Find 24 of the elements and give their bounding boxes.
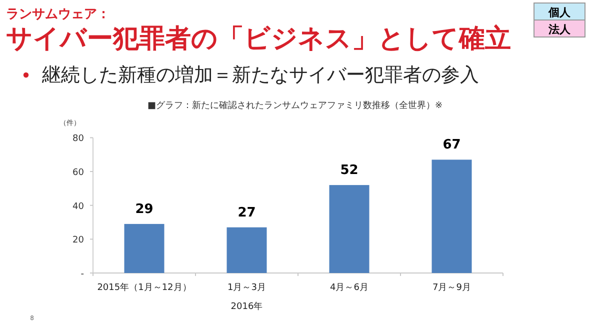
text: 2016年 [230,301,263,312]
y-tick-label: 40 [72,202,84,212]
y-tick-label: 80 [72,134,84,144]
x-tick-label: 2015年（1月～12月） [97,282,192,293]
y-tick-label: 60 [72,168,84,178]
text: ■グラフ：新たに確認されたランサムウェアファミリ数推移（全世界）※ [147,100,443,111]
data-label: 52 [340,163,358,178]
data-label: 29 [135,202,154,217]
x-tick-label: 1月～3月 [228,283,266,293]
text: ランサムウェア： [6,7,110,22]
x-tick-label: 7月～9月 [432,283,471,293]
data-label: 67 [442,138,461,153]
text: 法人 [548,23,572,36]
chart-title: サイバー犯罪者の「ビジネス」として確立 [6,24,511,54]
bar [432,160,472,273]
bar [329,185,370,273]
y-tick-label: - [80,270,84,280]
text: 個人 [548,6,572,19]
bar [124,224,164,273]
y-tick-label: 20 [72,236,84,246]
bar [226,227,267,273]
data-label: 27 [238,205,256,220]
x-tick-label: 4月～6月 [330,283,368,293]
chart-subtitle: 継続した新種の増加＝新たなサイバー犯罪者の参入 [41,64,479,86]
